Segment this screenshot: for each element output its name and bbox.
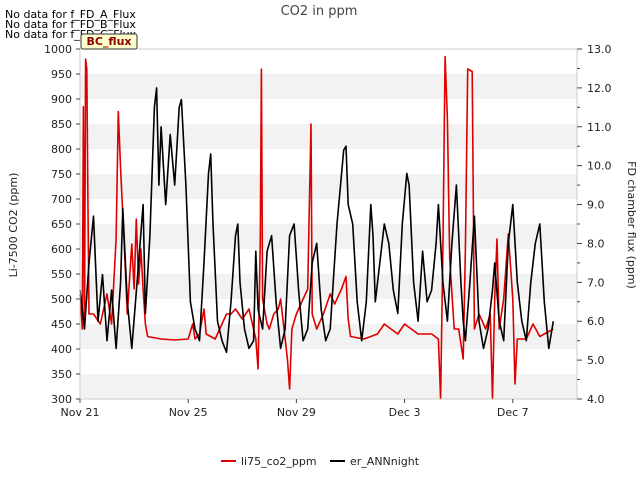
y-tick-label: 800 — [51, 143, 72, 156]
y2-tick-label: 13.0 — [587, 43, 612, 56]
grid-band — [80, 74, 577, 99]
series-line-er-annnight — [79, 87, 555, 354]
left-axis-ticks: 300 350 400 450 500 550 600 650 700 750 800 850 900 9… — [44, 43, 80, 406]
y-tick-label: 450 — [51, 318, 72, 331]
y-tick-label: 950 — [51, 68, 72, 81]
y2-tick-label: 12.0 — [587, 82, 612, 95]
left-axis-label: Li-7500 CO2 (ppm) — [7, 173, 20, 278]
grid-band — [80, 224, 577, 249]
y2-tick-label: 9.0 — [587, 199, 605, 212]
x-axis-ticks: Nov 21 Nov 25 Nov 29 Dec 3 Dec 7 — [61, 399, 529, 419]
right-axis-label: FD chamber flux (ppm) — [625, 161, 638, 289]
y2-tick-label: 11.0 — [587, 121, 612, 134]
grid-band — [80, 174, 577, 199]
x-tick-label: Dec 7 — [497, 406, 529, 419]
y2-tick-label: 5.0 — [587, 354, 605, 367]
legend-label-co2: li75_co2_ppm — [241, 455, 317, 468]
y-tick-label: 1000 — [44, 43, 72, 56]
legend: li75_co2_ppm er_ANNnight — [221, 455, 420, 468]
no-data-note-a: No data for f_FD_A_Flux — [5, 8, 136, 21]
y-tick-label: 400 — [51, 343, 72, 356]
legend-label-annnight: er_ANNnight — [350, 455, 420, 468]
bc-flux-badge: BC_flux — [80, 33, 138, 50]
x-tick-label: Nov 21 — [61, 406, 100, 419]
x-tick-label: Nov 29 — [277, 406, 316, 419]
bc-flux-badge-label: BC_flux — [86, 35, 131, 48]
no-data-note-b: No data for f_FD_B_Flux — [5, 18, 136, 31]
y-tick-label: 750 — [51, 168, 72, 181]
y-tick-label: 600 — [51, 243, 72, 256]
series-line-li75-co2-ppm — [79, 55, 554, 400]
x-tick-label: Dec 3 — [389, 406, 421, 419]
y-tick-label: 350 — [51, 368, 72, 381]
grid-band — [80, 274, 577, 299]
y-tick-label: 650 — [51, 218, 72, 231]
grid-band — [80, 374, 577, 399]
series-layer — [79, 55, 555, 400]
y-tick-label: 550 — [51, 268, 72, 281]
grid-band — [80, 124, 577, 149]
y2-tick-label: 10.0 — [587, 160, 612, 173]
x-tick-label: Nov 25 — [169, 406, 208, 419]
right-axis-ticks: 4.0 5.0 6.0 7.0 8.0 9.0 10.0 11.0 12.0 13.0 — [577, 43, 612, 406]
y-tick-label: 300 — [51, 393, 72, 406]
y-tick-label: 500 — [51, 293, 72, 306]
y-tick-label: 700 — [51, 193, 72, 206]
y2-tick-label: 8.0 — [587, 237, 605, 250]
y-tick-label: 850 — [51, 118, 72, 131]
y2-tick-label: 4.0 — [587, 393, 605, 406]
y-tick-label: 900 — [51, 93, 72, 106]
chart-title: CO2 in ppm — [281, 4, 358, 19]
y2-tick-label: 6.0 — [587, 315, 605, 328]
y2-tick-label: 7.0 — [587, 276, 605, 289]
